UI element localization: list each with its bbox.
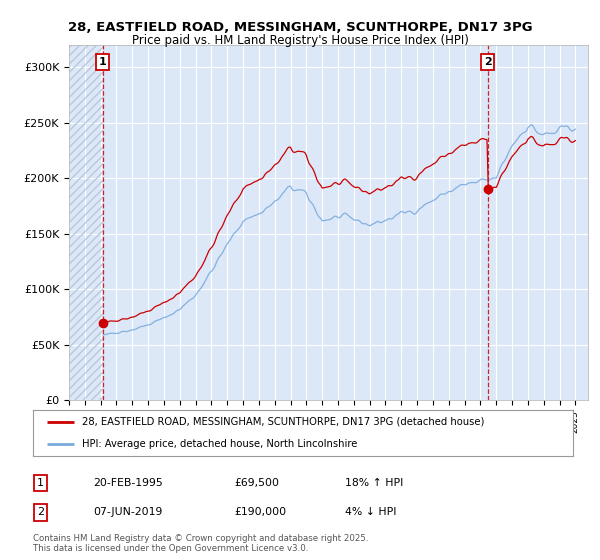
Text: 20-FEB-1995: 20-FEB-1995 xyxy=(93,478,163,488)
Text: 4% ↓ HPI: 4% ↓ HPI xyxy=(345,507,397,517)
Text: HPI: Average price, detached house, North Lincolnshire: HPI: Average price, detached house, Nort… xyxy=(82,438,357,449)
Text: Contains HM Land Registry data © Crown copyright and database right 2025.: Contains HM Land Registry data © Crown c… xyxy=(33,534,368,543)
Text: Price paid vs. HM Land Registry's House Price Index (HPI): Price paid vs. HM Land Registry's House … xyxy=(131,34,469,46)
Text: 18% ↑ HPI: 18% ↑ HPI xyxy=(345,478,403,488)
Text: This data is licensed under the Open Government Licence v3.0.: This data is licensed under the Open Gov… xyxy=(33,544,308,553)
Text: 2: 2 xyxy=(37,507,44,517)
Bar xyxy=(69,45,103,400)
Text: 28, EASTFIELD ROAD, MESSINGHAM, SCUNTHORPE, DN17 3PG (detached house): 28, EASTFIELD ROAD, MESSINGHAM, SCUNTHOR… xyxy=(82,417,484,427)
Text: 07-JUN-2019: 07-JUN-2019 xyxy=(93,507,163,517)
Text: 1: 1 xyxy=(98,57,106,67)
Text: 2: 2 xyxy=(484,57,491,67)
Text: £69,500: £69,500 xyxy=(234,478,279,488)
Text: £190,000: £190,000 xyxy=(234,507,286,517)
Text: 28, EASTFIELD ROAD, MESSINGHAM, SCUNTHORPE, DN17 3PG: 28, EASTFIELD ROAD, MESSINGHAM, SCUNTHOR… xyxy=(68,21,532,34)
Text: 1: 1 xyxy=(37,478,44,488)
